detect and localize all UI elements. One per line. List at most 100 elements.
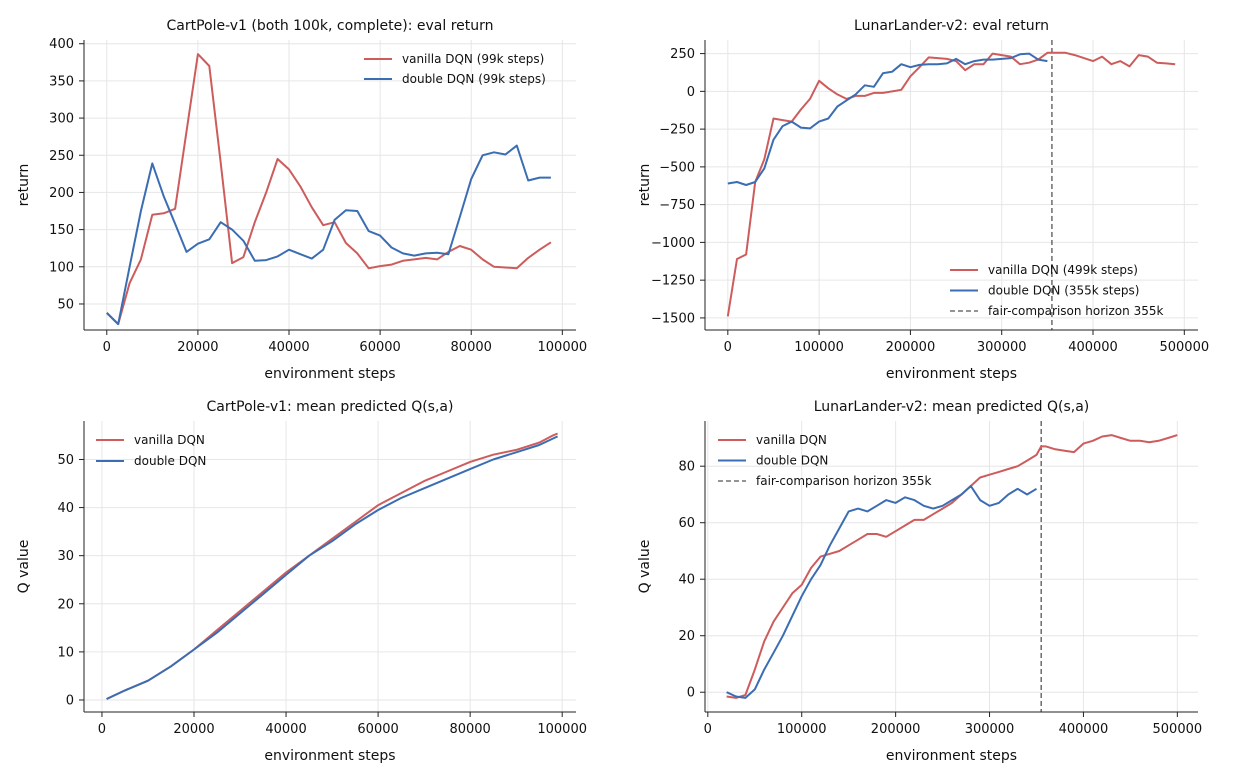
x-tick-label: 100000 xyxy=(537,722,587,737)
axes-spines xyxy=(83,40,576,331)
x-axis-label: environment steps xyxy=(264,366,395,382)
x-tick-label: 40000 xyxy=(268,340,309,355)
legend-label: vanilla DQN (99k steps) xyxy=(402,52,544,66)
y-tick-label: −1250 xyxy=(651,274,695,289)
series-line-vanilla-dqn xyxy=(726,434,1178,699)
chart-lunarlander-q-values: 0 100000 200000 300000 400000 500000 0 20 40 60 8… xyxy=(637,399,1202,764)
legend: vanilla DQN double DQN xyxy=(96,433,206,468)
y-tick-label: 0 xyxy=(687,686,695,701)
series-layer xyxy=(726,434,1178,699)
x-axis-label: environment steps xyxy=(264,748,395,764)
series-line-vanilla-dqn xyxy=(726,51,1176,317)
y-tick-label: 50 xyxy=(57,297,74,312)
x-tick-label: 400000 xyxy=(1059,722,1109,737)
y-ticks: −1500 −1250 −1000 −750 −500 −250 0 250 xyxy=(651,47,705,326)
y-tick-label: 10 xyxy=(57,645,74,660)
series-layer xyxy=(726,51,1176,317)
x-tick-label: 500000 xyxy=(1159,340,1209,355)
x-tick-label: 20000 xyxy=(177,340,218,355)
x-ticks: 0 100000 200000 300000 400000 500000 xyxy=(724,330,1209,355)
y-tick-label: 150 xyxy=(49,223,74,238)
x-tick-label: 0 xyxy=(98,722,106,737)
x-tick-label: 0 xyxy=(103,340,111,355)
x-axis-label: environment steps xyxy=(886,366,1017,382)
y-tick-label: 250 xyxy=(670,47,695,62)
x-tick-label: 200000 xyxy=(886,340,936,355)
x-tick-label: 20000 xyxy=(173,722,214,737)
y-ticks: 0 10 20 30 40 50 xyxy=(57,453,84,708)
y-tick-label: 250 xyxy=(49,149,74,164)
y-tick-label: 40 xyxy=(678,573,695,588)
chart-title: LunarLander-v2: mean predicted Q(s,a) xyxy=(814,399,1090,415)
y-ticks: 50 100 150 200 250 300 350 400 xyxy=(49,37,84,312)
legend: vanilla DQN double DQN fair-comparison h… xyxy=(718,433,931,488)
x-tick-label: 100000 xyxy=(538,340,588,355)
y-tick-label: −250 xyxy=(659,123,695,138)
legend-label: vanilla DQN xyxy=(756,433,827,447)
grid xyxy=(705,421,1198,712)
x-tick-label: 400000 xyxy=(1068,340,1118,355)
x-axis-label: environment steps xyxy=(886,748,1017,764)
axes-spines xyxy=(83,421,576,713)
legend-label: double DQN (99k steps) xyxy=(402,72,546,86)
x-tick-label: 80000 xyxy=(451,340,492,355)
chart-title: CartPole-v1: mean predicted Q(s,a) xyxy=(207,399,454,415)
x-tick-label: 300000 xyxy=(965,722,1015,737)
x-tick-label: 100000 xyxy=(794,340,844,355)
axes-spines xyxy=(704,421,1198,713)
y-tick-label: 300 xyxy=(49,112,74,127)
legend-label: double DQN (355k steps) xyxy=(988,284,1139,298)
chart-lunarlander-eval-return: 0 100000 200000 300000 400000 500000 −1500 −12… xyxy=(637,18,1209,382)
y-axis-label: Q value xyxy=(637,540,653,594)
y-tick-label: 60 xyxy=(678,516,695,531)
x-tick-label: 80000 xyxy=(449,722,490,737)
y-tick-label: −750 xyxy=(659,198,695,213)
y-tick-label: 0 xyxy=(687,85,695,100)
y-tick-label: 30 xyxy=(57,549,74,564)
x-ticks: 0 20000 40000 60000 80000 100000 xyxy=(103,330,588,355)
series-layer xyxy=(106,53,552,326)
x-tick-label: 500000 xyxy=(1153,722,1203,737)
x-ticks: 0 20000 40000 60000 80000 100000 xyxy=(98,712,587,737)
x-tick-label: 0 xyxy=(724,340,732,355)
series-line-double-dqn xyxy=(106,144,551,326)
y-tick-label: 50 xyxy=(57,453,74,468)
x-ticks: 0 100000 200000 300000 400000 500000 xyxy=(704,712,1202,737)
x-tick-label: 40000 xyxy=(265,722,306,737)
x-tick-label: 60000 xyxy=(359,340,400,355)
axes-spines xyxy=(704,40,1198,331)
x-tick-label: 60000 xyxy=(357,722,398,737)
y-tick-label: −500 xyxy=(659,160,695,175)
y-axis-label: return xyxy=(637,164,653,207)
series-line-double-dqn xyxy=(727,52,1048,186)
series-line-double-dqn xyxy=(106,435,559,700)
legend-label: double DQN xyxy=(134,454,206,468)
y-tick-label: 350 xyxy=(49,74,74,89)
x-tick-label: 200000 xyxy=(871,722,921,737)
legend-label: fair-comparison horizon 355k xyxy=(756,474,931,488)
y-tick-label: 200 xyxy=(49,186,74,201)
series-line-vanilla-dqn xyxy=(106,53,552,326)
x-tick-label: 0 xyxy=(704,722,712,737)
y-tick-label: 20 xyxy=(57,597,74,612)
chart-cartpole-eval-return: 0 20000 40000 60000 80000 100000 50 100 150 200 2… xyxy=(16,18,587,382)
chart-title: CartPole-v1 (both 100k, complete): eval … xyxy=(166,18,493,34)
legend-label: double DQN xyxy=(756,454,828,468)
y-tick-label: 100 xyxy=(49,260,74,275)
legend: vanilla DQN (99k steps) double DQN (99k … xyxy=(364,52,546,86)
y-axis-label: Q value xyxy=(16,540,32,594)
legend-label: vanilla DQN (499k steps) xyxy=(988,263,1138,277)
series-layer xyxy=(106,432,559,700)
legend-label: vanilla DQN xyxy=(134,433,205,447)
chart-title: LunarLander-v2: eval return xyxy=(854,18,1049,34)
grid xyxy=(705,40,1198,330)
series-line-double-dqn xyxy=(726,485,1038,699)
grid xyxy=(84,40,576,330)
y-axis-label: return xyxy=(16,164,32,207)
y-tick-label: 400 xyxy=(49,37,74,52)
y-tick-label: 0 xyxy=(66,693,74,708)
y-tick-label: −1000 xyxy=(651,236,695,251)
chart-cartpole-q-values: 0 20000 40000 60000 80000 100000 01020304050 … xyxy=(16,399,587,764)
legend: vanilla DQN (499k steps) double DQN (355… xyxy=(950,263,1163,318)
